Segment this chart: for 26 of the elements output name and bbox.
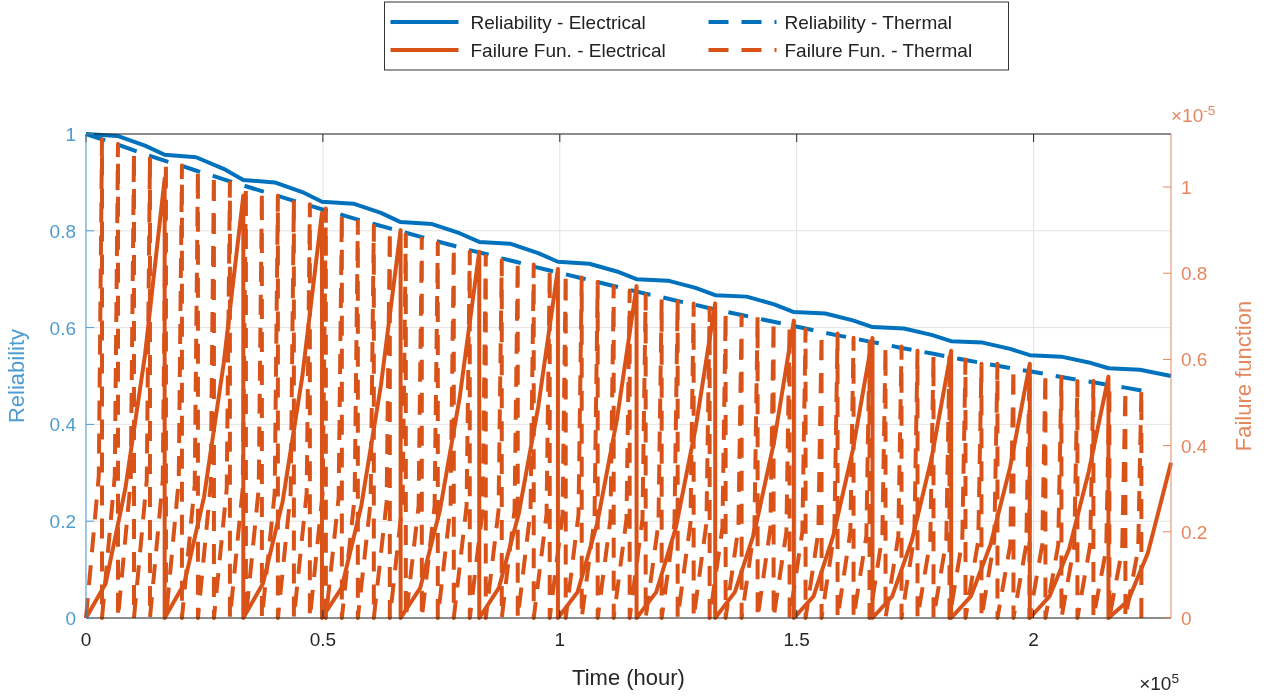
x-tick-label: 2 bbox=[1028, 629, 1039, 650]
text: ×10$^{-5}$ bbox=[1171, 102, 1216, 126]
y-tick-label: 0 bbox=[65, 608, 76, 629]
y-axis-title: Reliability bbox=[4, 328, 29, 424]
y2-tick-label: 0.4 bbox=[1181, 435, 1208, 457]
y-tick-label: 1 bbox=[65, 124, 76, 145]
x-tick-label: 0 bbox=[80, 629, 92, 650]
y-tick-label: 0.8 bbox=[49, 220, 76, 242]
y2-axis-title: Failure function bbox=[1231, 300, 1256, 452]
legend-label: Reliability - Electrical bbox=[470, 12, 646, 33]
y2-tick-label: 0 bbox=[1181, 608, 1192, 629]
x-tick-label: 1 bbox=[554, 629, 566, 650]
y-tick-label: 0.4 bbox=[49, 414, 77, 436]
y2-tick-label: 0.2 bbox=[1181, 521, 1208, 543]
legend-label: Reliability - Thermal bbox=[784, 12, 953, 33]
legend-label: Failure Fun. - Electrical bbox=[470, 40, 666, 61]
y-tick-label: 0.2 bbox=[49, 511, 76, 533]
legend-label: Failure Fun. - Thermal bbox=[784, 40, 973, 61]
y-tick-label: 0.6 bbox=[49, 317, 76, 339]
x-tick-label: 1.5 bbox=[783, 629, 810, 650]
x-tick-label: 0.5 bbox=[309, 629, 337, 650]
y2-tick-label: 0.6 bbox=[1181, 349, 1208, 371]
text: ×10$^{5}$ bbox=[1139, 670, 1180, 694]
x-axis-title: Time (hour) bbox=[572, 665, 685, 690]
y2-tick-label: 0.8 bbox=[1181, 263, 1208, 285]
y2-tick-label: 1 bbox=[1181, 177, 1192, 199]
